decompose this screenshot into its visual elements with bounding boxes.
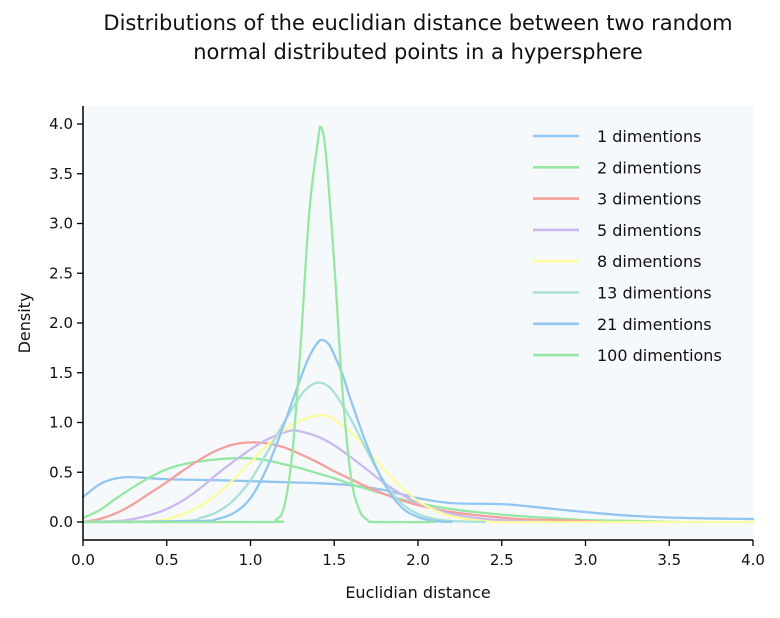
legend-label-1-dimentions: 1 dimentions	[597, 127, 701, 146]
x-tick-label: 0.0	[71, 551, 95, 569]
x-tick-label: 2.0	[406, 551, 430, 569]
legend-label-8-dimentions: 8 dimentions	[597, 252, 701, 271]
x-tick-label: 1.5	[322, 551, 346, 569]
legend-label-3-dimentions: 3 dimentions	[597, 190, 701, 209]
x-tick-label: 4.0	[741, 551, 765, 569]
x-ticks: 0.0 0.5 1.0 1.5 2.0 2.5 3.0 3.5 4.0	[71, 540, 765, 569]
legend-label-21-dimentions: 21 dimentions	[597, 315, 712, 334]
x-axis-label: Euclidian distance	[345, 583, 490, 602]
series-line-8-dimentions	[81, 413, 755, 524]
y-tick-label: 0.0	[49, 513, 73, 531]
legend: 1 dimentions 2 dimentions 3 dimentions 5 di…	[533, 127, 722, 365]
y-tick-label: 4.0	[49, 115, 73, 133]
y-tick-label: 3.5	[49, 165, 73, 183]
y-axis-label: Density	[15, 293, 34, 354]
x-tick-label: 2.5	[490, 551, 514, 569]
series-line-3-dimentions	[81, 441, 604, 524]
series-line-5-dimentions	[81, 429, 554, 524]
x-tick-label: 3.0	[574, 551, 598, 569]
legend-label-2-dimentions: 2 dimentions	[597, 158, 701, 177]
plot-area	[83, 106, 753, 540]
y-tick-label: 1.0	[49, 414, 73, 432]
y-tick-label: 1.5	[49, 364, 73, 382]
y-tick-label: 3.0	[49, 215, 73, 233]
series-layer	[81, 125, 755, 524]
y-tick-label: 2.0	[49, 314, 73, 332]
y-tick-label: 2.5	[49, 264, 73, 282]
x-tick-label: 1.0	[239, 551, 263, 569]
series-line-21-dimentions	[81, 338, 453, 524]
chart-title-line-2: normal distributed points in a hypersphe…	[193, 40, 643, 64]
y-tick-label: 0.5	[49, 463, 73, 481]
x-tick-label: 0.5	[155, 551, 179, 569]
series-line-13-dimentions	[81, 381, 487, 524]
series-line-2-dimentions	[81, 456, 679, 524]
series-line-100-dimentions	[81, 125, 436, 524]
legend-label-100-dimentions: 100 dimentions	[597, 346, 722, 365]
legend-label-13-dimentions: 13 dimentions	[597, 284, 712, 303]
chart-title-line-1: Distributions of the euclidian distance …	[103, 11, 732, 35]
legend-label-5-dimentions: 5 dimentions	[597, 221, 701, 240]
x-tick-label: 3.5	[657, 551, 681, 569]
y-ticks: 0.0 0.5 1.0 1.5 2.0 2.5 3.0 3.5 4.0	[49, 115, 83, 531]
